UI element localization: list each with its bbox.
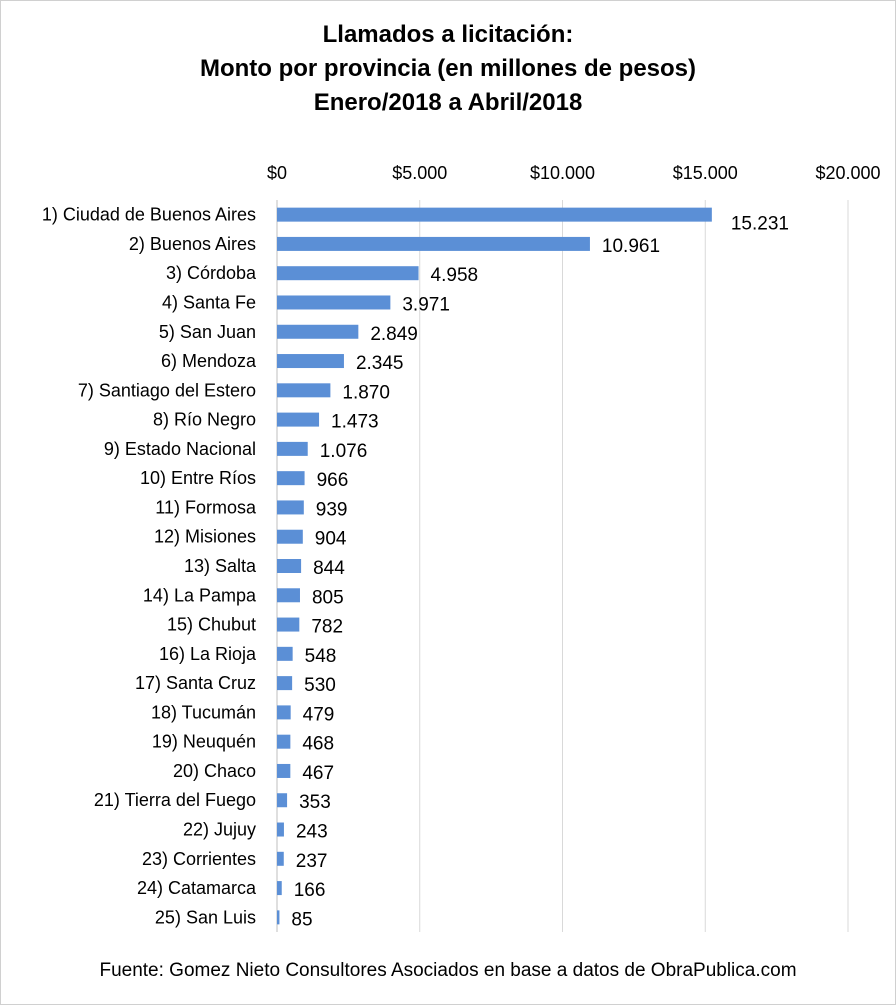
bar: [277, 295, 391, 310]
category-label: 9) Estado Nacional: [104, 439, 256, 459]
data-label: 4.958: [431, 265, 479, 286]
category-label: 19) Neuquén: [152, 732, 256, 752]
data-label: 844: [313, 558, 345, 579]
bar: [277, 705, 291, 720]
data-label: 966: [317, 470, 349, 491]
bar: [277, 851, 284, 866]
category-label: 13) Salta: [184, 556, 257, 576]
data-label: 1.870: [342, 382, 390, 403]
bar: [277, 646, 293, 661]
category-label: 8) Río Negro: [153, 410, 256, 430]
bar: [277, 763, 291, 778]
x-tick-label: $5.000: [392, 163, 447, 183]
bar: [277, 500, 304, 515]
bar: [277, 793, 288, 808]
bar: [277, 588, 300, 603]
category-label: 21) Tierra del Fuego: [94, 790, 256, 810]
bar: [277, 559, 302, 573]
data-label: 1.473: [331, 412, 379, 433]
bar: [277, 617, 300, 632]
chart-title: Llamados a licitación: Monto por provinc…: [0, 18, 896, 120]
category-label: 14) La Pampa: [143, 585, 257, 605]
data-label: 468: [302, 734, 334, 755]
chart-title-line-3: Enero/2018 a Abril/2018: [313, 89, 583, 116]
data-label: 237: [296, 851, 328, 872]
bar: [277, 236, 590, 251]
category-label: 5) San Juan: [159, 322, 256, 342]
bar: [277, 734, 291, 749]
category-label: 6) Mendoza: [161, 351, 257, 371]
chart-title-line-1: Llamados a licitación:: [322, 21, 574, 48]
category-label: 1) Ciudad de Buenos Aires: [42, 205, 256, 225]
data-label: 904: [315, 529, 347, 550]
data-label: 467: [302, 763, 334, 784]
data-label: 10.961: [602, 236, 660, 257]
bar: [277, 676, 293, 691]
bar: [277, 471, 305, 486]
category-label: 3) Córdoba: [166, 263, 257, 283]
category-label: 2) Buenos Aires: [129, 234, 256, 254]
x-tick-label: $20.000: [815, 163, 880, 183]
data-label: 530: [304, 675, 336, 696]
category-label: 15) Chubut: [167, 615, 256, 635]
data-label: 548: [305, 646, 337, 667]
category-label: 18) Tucumán: [151, 702, 256, 722]
category-label: 12) Misiones: [154, 527, 256, 547]
bar: [277, 441, 308, 456]
bar: [277, 529, 303, 544]
category-label: 22) Jujuy: [183, 820, 256, 840]
data-label: 1.076: [320, 441, 368, 462]
x-tick-label: $10.000: [530, 163, 595, 183]
bar: [277, 324, 359, 339]
data-label: 15.231: [731, 214, 789, 235]
category-label: 20) Chaco: [173, 761, 256, 781]
bar: [277, 266, 419, 281]
category-label: 16) La Rioja: [159, 644, 257, 664]
bar: [277, 354, 344, 369]
category-label: 7) Santiago del Estero: [78, 380, 256, 400]
x-tick-label: $15.000: [673, 163, 738, 183]
data-label: 2.849: [370, 324, 418, 345]
chart-title-line-2: Monto por provincia (en millones de peso…: [199, 55, 697, 82]
data-label: 479: [303, 704, 335, 725]
x-tick-label: $0: [267, 163, 287, 183]
data-label: 805: [312, 587, 344, 608]
data-label: 85: [291, 909, 312, 930]
bar: [277, 412, 320, 427]
data-label: 353: [299, 792, 331, 813]
category-label: 10) Entre Ríos: [140, 468, 256, 488]
data-label: 243: [296, 822, 328, 843]
category-label: 23) Corrientes: [142, 849, 256, 869]
bar: [277, 383, 331, 398]
data-label: 166: [294, 880, 326, 901]
data-label: 939: [316, 499, 348, 520]
data-label: 2.345: [356, 353, 404, 374]
category-label: 25) San Luis: [155, 907, 256, 927]
bar: [277, 822, 284, 837]
bar: [277, 881, 282, 896]
data-label: 782: [311, 617, 343, 638]
bar: [277, 207, 712, 222]
category-label: 4) Santa Fe: [162, 292, 256, 312]
source-note: Fuente: Gomez Nieto Consultores Asociado…: [99, 960, 797, 981]
category-label: 17) Santa Cruz: [135, 673, 256, 693]
data-label: 3.971: [402, 294, 450, 315]
category-label: 11) Formosa: [155, 497, 257, 517]
bar: [277, 910, 280, 925]
category-label: 24) Catamarca: [137, 878, 257, 898]
